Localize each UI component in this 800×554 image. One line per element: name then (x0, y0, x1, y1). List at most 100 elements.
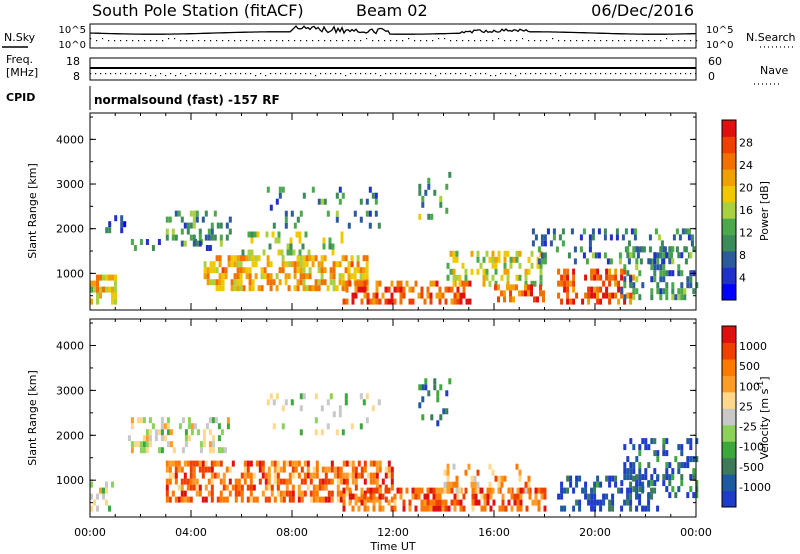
velocity-cell (449, 481, 453, 488)
nave-point (625, 73, 627, 75)
nsearch-point (534, 40, 536, 42)
velocity-cell (647, 492, 651, 499)
velocity-cell (198, 466, 202, 473)
colorbar-tick-label: 24 (739, 159, 753, 172)
power-cell (626, 292, 630, 299)
velocity-cell (231, 484, 235, 491)
power-cell (171, 228, 175, 235)
power-cell (233, 285, 237, 292)
velocity-cell (611, 493, 615, 500)
nsearch-point (444, 38, 446, 40)
power-cell (341, 273, 345, 280)
velocity-cell (677, 486, 681, 493)
nsearch-point (384, 40, 386, 42)
velocity-cell (605, 475, 609, 482)
power-cell (359, 216, 363, 223)
power-cell (678, 234, 682, 241)
power-cell (165, 234, 169, 241)
power-cell (650, 288, 654, 295)
velocity-cell (680, 444, 684, 451)
power-cell (114, 215, 118, 222)
power-cell (582, 252, 586, 259)
power-cell (587, 286, 591, 293)
nave-point (355, 73, 357, 75)
time-axis-ticks: 00:00 04:00 08:00 12:00 16:00 20:00 00:00 (74, 526, 712, 539)
velocity-cell (258, 478, 262, 485)
velocity-cell (196, 429, 200, 436)
velocity-cell (438, 487, 442, 494)
velocity-cell (273, 460, 277, 467)
power-cell (274, 237, 278, 244)
velocity-cell (315, 472, 319, 479)
velocity-cell (189, 460, 193, 467)
power-cell (506, 274, 510, 281)
power-cell (632, 246, 636, 253)
power-cell (632, 252, 636, 259)
power-cell (371, 192, 375, 199)
power-cell (207, 228, 211, 235)
velocity-cell (470, 475, 474, 482)
velocity-cell (369, 460, 373, 467)
power-cell (227, 261, 231, 268)
velocity-cell (211, 435, 215, 442)
velocity-cell (445, 408, 449, 415)
velocity-cell (596, 499, 600, 506)
nave-point (130, 73, 132, 75)
velocity-cell (335, 429, 339, 436)
x-tick-label: 16:00 (478, 526, 510, 539)
nsearch-point (600, 40, 602, 42)
velocity-cell (566, 487, 570, 494)
velocity-cell (300, 466, 304, 473)
power-cell (530, 284, 533, 291)
power-cell (209, 261, 213, 268)
power-cell (608, 274, 612, 281)
power-cell (584, 292, 588, 299)
velocity-cell (647, 499, 651, 506)
power-cell (602, 280, 606, 287)
power-cell (665, 288, 669, 295)
velocity-cell (513, 493, 517, 500)
velocity-cell (629, 499, 633, 506)
power-cell (236, 285, 240, 292)
nsearch-point (168, 38, 170, 40)
velocity-cell (430, 414, 434, 421)
power-cell (393, 298, 397, 305)
power-cell (512, 284, 515, 291)
nsearch-point (198, 40, 200, 42)
velocity-cell (249, 484, 253, 491)
velocity-cell (240, 484, 244, 491)
power-cell (662, 258, 666, 265)
power-cell (215, 267, 219, 274)
power-cell (277, 237, 281, 244)
power-cell (251, 261, 255, 268)
power-cell (506, 250, 510, 257)
power-cell (453, 298, 457, 305)
power-cell (450, 298, 454, 305)
velocity-cell (593, 499, 597, 506)
power-cell (365, 198, 369, 205)
velocity-cell (593, 493, 597, 500)
power-cell (384, 298, 388, 305)
power-cell (365, 267, 369, 274)
velocity-cell (183, 460, 187, 467)
power-cell (224, 267, 228, 274)
velocity-cell (228, 478, 232, 485)
velocity-cell (276, 466, 280, 473)
velocity-cell (285, 490, 289, 497)
power-cell (632, 294, 636, 301)
power-cell (225, 222, 229, 229)
power-cell (362, 255, 366, 262)
power-cell (247, 249, 251, 256)
power-cell (503, 296, 506, 303)
power-cell (659, 264, 663, 271)
power-cell (396, 280, 400, 287)
power-cell (323, 198, 327, 205)
power-cell (272, 222, 276, 229)
nave-point (400, 73, 402, 75)
nsearch-point (408, 38, 410, 40)
power-cell (335, 210, 339, 217)
velocity-cell (381, 478, 385, 485)
power-cell (275, 198, 279, 205)
velocity-cell (372, 499, 376, 506)
velocity-cell (662, 444, 666, 451)
